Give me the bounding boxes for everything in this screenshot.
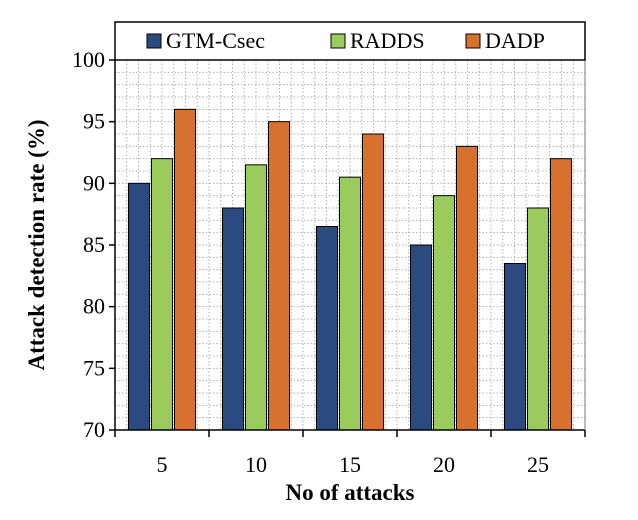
bar-gtm-csec-20	[410, 244, 432, 431]
legend-item-gtm-csec: GTM-Csec	[146, 28, 265, 53]
x-tick-label: 20	[433, 452, 455, 477]
y-axis-title: Attack detection rate (%)	[24, 120, 49, 371]
bar-dadp-20	[456, 145, 478, 431]
x-tick-label: 15	[339, 452, 361, 477]
bar-dadp-25	[550, 158, 572, 431]
y-tick-label: 80	[83, 294, 105, 319]
bars	[128, 108, 572, 431]
x-tick-label: 25	[527, 452, 549, 477]
bar-dadp-5	[174, 108, 196, 431]
bar-radds-25	[527, 207, 549, 431]
bar-radds-10	[245, 164, 267, 431]
legend-swatch-radds	[330, 33, 346, 49]
bar-dadp-15	[362, 133, 384, 431]
legend-item-radds: RADDS	[330, 28, 425, 53]
y-tick-label: 85	[83, 232, 105, 257]
x-tick-labels: 5 10 15 20 25	[157, 452, 550, 477]
legend-label-dadp: DADP	[485, 28, 545, 53]
legend-label-gtm-csec: GTM-Csec	[166, 28, 265, 53]
legend-box	[114, 21, 586, 61]
legend-item-dadp: DADP	[465, 28, 545, 53]
y-tick-label: 90	[83, 170, 105, 195]
legend-swatch-gtm-csec	[146, 33, 162, 49]
legend-label-radds: RADDS	[350, 28, 425, 53]
bar-gtm-csec-25	[504, 263, 526, 431]
bar-dadp-10	[268, 121, 290, 431]
legend: GTM-Csec RADDS DADP	[114, 21, 586, 61]
y-tick-label: 100	[72, 47, 105, 72]
y-tick-label: 70	[83, 417, 105, 442]
bar-radds-5	[151, 158, 173, 431]
y-tick-labels: 70 75 80 85 90 95 100	[72, 47, 105, 442]
y-tick-label: 75	[83, 355, 105, 380]
bar-radds-15	[339, 176, 361, 431]
bar-gtm-csec-15	[316, 226, 338, 431]
bar-radds-20	[433, 195, 455, 431]
x-tick-label: 10	[245, 452, 267, 477]
y-tick-label: 95	[83, 109, 105, 134]
x-tick-label: 5	[157, 452, 168, 477]
bar-gtm-csec-5	[128, 182, 150, 431]
axes	[109, 59, 586, 437]
x-axis-title: No of attacks	[285, 480, 414, 505]
bar-gtm-csec-10	[222, 207, 244, 431]
legend-swatch-dadp	[465, 33, 481, 49]
